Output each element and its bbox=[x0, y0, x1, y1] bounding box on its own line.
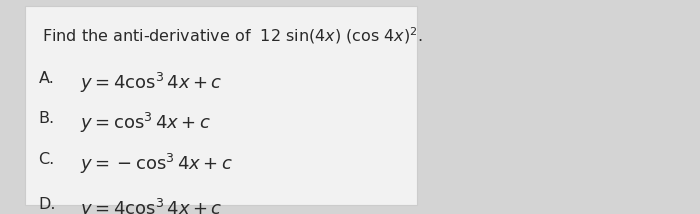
FancyBboxPatch shape bbox=[25, 6, 416, 205]
Text: $y = 4\cos^3 4x + c$: $y = 4\cos^3 4x + c$ bbox=[80, 71, 223, 95]
Text: A.: A. bbox=[38, 71, 55, 86]
Text: C.: C. bbox=[38, 152, 55, 167]
Text: Find the anti-derivative of  12 sin(4$x$) (cos 4$x$)$^2$.: Find the anti-derivative of 12 sin(4$x$)… bbox=[42, 26, 423, 46]
Text: $y = -\cos^3 4x + c$: $y = -\cos^3 4x + c$ bbox=[80, 152, 234, 176]
Text: B.: B. bbox=[38, 111, 55, 126]
Text: $y = 4\cos^3 4x + c$: $y = 4\cos^3 4x + c$ bbox=[80, 197, 223, 214]
Text: D.: D. bbox=[38, 197, 56, 212]
Text: $y = \cos^3 4x + c$: $y = \cos^3 4x + c$ bbox=[80, 111, 211, 135]
